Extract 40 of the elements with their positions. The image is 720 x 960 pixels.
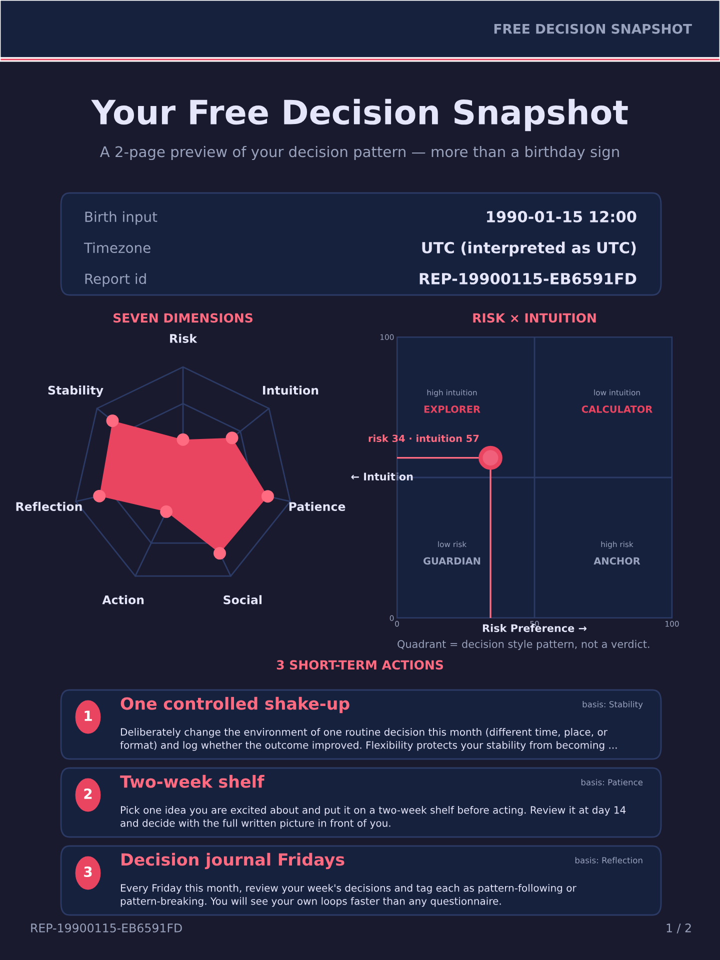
spoke-label: Intuition [263,386,318,395]
text: Timezone [84,242,150,254]
annotation: EXPLORER [424,406,480,413]
text: 1990-01-15 12:00 [487,210,636,222]
spoke-label: Reflection [16,502,82,512]
text: One controlled shake-up [120,696,350,714]
text: FREE DECISION SNAPSHOT [494,24,692,34]
spoke-label: Action [102,595,144,604]
text: basis: Patience [581,778,643,786]
spoke-label: Social [224,595,262,604]
spoke-label: Risk [170,334,198,343]
text: Every Friday this month, review your week's decisions and tag each as pattern-following or pattern-breaking. You will see your own loops faster than any questionnaire. [120,884,576,907]
text: Deliberately change the environment of one routine decision this month (different time, place, or format) and log whether the outcome improved. Flexibility protects your stability from becoming ... [120,728,617,751]
text: Pick one idea you are excited about and put it on a two-week shelf before acting. Review it at day 14 and decide with the full written picture in front of you. [120,806,626,829]
text: 3 SHORT-TERM ACTIONS [276,660,443,670]
spoke-label: Patience [289,502,346,512]
spoke-label: Stability [48,386,104,398]
text: 1 / 2 [666,923,691,934]
text: UTC (interpreted as UTC) [422,242,636,256]
text: Decision journal Fridays [122,852,344,870]
text: A 2-page preview of your decision pattern — more than a birthday sign [100,146,619,160]
annotation: GUARDIAN [424,557,480,565]
chart-title: SEVEN DIMENSIONS [114,313,252,323]
annotation: CALCULATOR [582,406,652,413]
chart-title: RISK × INTUITION [473,313,596,323]
text: Two-week shelf [120,774,264,788]
text: Quadrant = decision style pattern, not a verdict. [398,640,650,650]
text: REP-19900115-EB6591FD [31,923,182,932]
text: 1 [84,710,92,721]
text: 2 [84,788,92,799]
y-axis-title: ← Intuition [351,472,413,481]
text: 3 [84,866,92,878]
text: basis: Reflection [575,856,642,864]
text: Report id [85,273,146,287]
text: Birth input [85,211,158,225]
text: REP-19900115-EB6591FD [420,272,636,284]
text: Your Free Decision Snapshot [91,98,628,132]
annotation: risk 34 · intuition 57 [368,434,479,442]
annotation: ANCHOR [594,557,640,565]
text: basis: Stability [582,700,643,710]
